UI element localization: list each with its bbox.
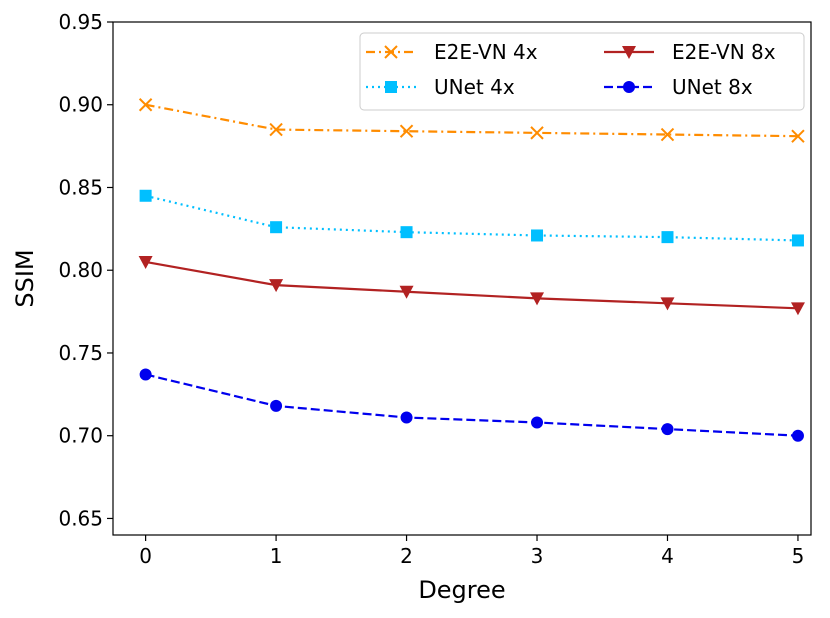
data-point-marker [399, 285, 414, 299]
legend-entry-e2e-vn-4x: E2E-VN 4x [366, 40, 538, 64]
data-point-marker [139, 368, 152, 381]
legend-label: E2E-VN 8x [672, 40, 776, 64]
legend-marker [385, 81, 397, 93]
y-tick-label: 0.80 [58, 258, 103, 282]
y-tick-label: 0.90 [58, 93, 103, 117]
y-tick-label: 0.75 [58, 341, 103, 365]
legend-marker [384, 45, 398, 59]
x-tick-label: 0 [139, 544, 152, 568]
x-axis-label: Degree [418, 576, 505, 604]
data-point-marker [660, 127, 675, 142]
series-line-e2e-vn-8x [145, 260, 798, 310]
x-tick-label: 2 [400, 544, 413, 568]
legend-marker [623, 81, 635, 93]
y-tick-label: 0.85 [58, 175, 103, 199]
data-point-marker [531, 229, 544, 242]
data-point-marker [791, 234, 804, 247]
legend-entry-e2e-vn-8x: E2E-VN 8x [604, 40, 776, 64]
x-tick-label: 5 [792, 544, 805, 568]
data-point-marker [791, 129, 805, 143]
data-point-marker [399, 124, 414, 138]
data-point-marker [400, 226, 413, 239]
series-unet-8x [139, 368, 804, 442]
series-e2e-vn-8x [138, 256, 805, 316]
series-unet-4x [139, 189, 804, 247]
legend-label: UNet 4x [434, 75, 515, 99]
x-tick-label: 1 [270, 544, 283, 568]
legend-label: E2E-VN 4x [434, 40, 538, 64]
data-point-marker [790, 302, 805, 316]
series-line-unet-4x [145, 194, 798, 242]
data-point-marker [530, 126, 544, 140]
data-point-marker [661, 423, 674, 436]
axes-frame [112, 21, 812, 536]
data-point-marker [138, 98, 153, 112]
x-tick-label: 3 [531, 544, 544, 568]
data-point-marker [530, 292, 545, 306]
y-tick-label: 0.65 [58, 506, 103, 530]
data-point-marker [660, 297, 675, 311]
x-axis-ticks: 0 1 2 3 4 5 [139, 535, 804, 568]
data-point-marker [269, 279, 284, 293]
series-line-e2e-vn-4x [145, 103, 798, 138]
x-tick-label: 4 [661, 544, 674, 568]
series-line-unet-8x [145, 373, 799, 437]
y-tick-label: 0.70 [58, 424, 103, 448]
legend-marker [622, 46, 636, 59]
series-e2e-vn-4x [138, 98, 805, 143]
data-point-marker [791, 429, 804, 442]
data-point-marker [270, 221, 283, 234]
data-point-marker [400, 411, 413, 424]
legend-box [359, 32, 805, 111]
legend: E2E-VN 4x E2E-VN 8x UNet 4x UNet 8x [359, 32, 805, 111]
y-tick-label: 0.95 [58, 10, 103, 34]
y-axis-ticks: 0.65 0.70 0.75 0.80 0.85 0.90 0.95 [58, 10, 113, 530]
legend-entry-unet-8x: UNet 8x [604, 75, 753, 99]
data-point-marker [270, 399, 283, 412]
series-layer [138, 98, 805, 442]
data-point-marker [269, 122, 283, 137]
data-point-marker [138, 256, 153, 269]
legend-entry-unet-4x: UNet 4x [366, 75, 515, 99]
data-point-marker [139, 189, 152, 202]
data-point-marker [531, 416, 544, 429]
y-axis-label: SSIM [11, 249, 39, 307]
legend-label: UNet 8x [672, 75, 753, 99]
data-point-marker [661, 231, 674, 244]
